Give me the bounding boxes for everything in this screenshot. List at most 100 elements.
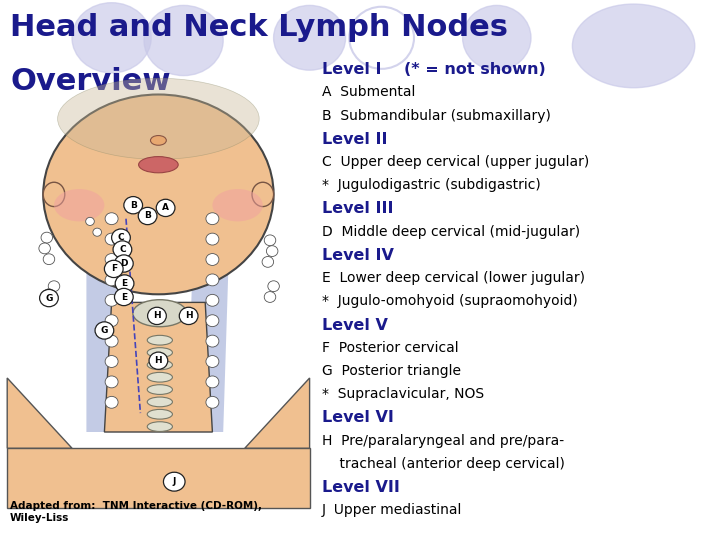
Ellipse shape <box>138 207 157 225</box>
Ellipse shape <box>58 78 259 159</box>
Text: C: C <box>117 233 125 242</box>
Ellipse shape <box>72 3 151 73</box>
Ellipse shape <box>86 217 94 226</box>
Ellipse shape <box>43 289 55 300</box>
Text: J: J <box>173 477 176 486</box>
Text: Level I    (* = not shown): Level I (* = not shown) <box>322 62 546 77</box>
Ellipse shape <box>156 199 175 217</box>
Ellipse shape <box>105 233 118 245</box>
Ellipse shape <box>179 307 198 325</box>
Polygon shape <box>104 302 212 432</box>
Ellipse shape <box>105 294 118 306</box>
Text: H: H <box>155 356 162 365</box>
Text: H  Pre/paralaryngeal and pre/para-: H Pre/paralaryngeal and pre/para- <box>322 434 564 448</box>
Ellipse shape <box>43 94 274 294</box>
Ellipse shape <box>462 5 531 70</box>
Text: Level III: Level III <box>322 201 393 217</box>
Ellipse shape <box>41 232 53 243</box>
Text: H: H <box>153 312 161 320</box>
Ellipse shape <box>114 288 133 306</box>
Ellipse shape <box>105 213 118 225</box>
Text: B: B <box>144 212 151 220</box>
Ellipse shape <box>105 254 118 266</box>
Text: F  Posterior cervical: F Posterior cervical <box>322 341 459 355</box>
Text: Head and Neck Lymph Nodes: Head and Neck Lymph Nodes <box>10 14 508 43</box>
Ellipse shape <box>148 348 173 357</box>
Ellipse shape <box>112 229 130 246</box>
Text: Level II: Level II <box>322 132 387 147</box>
Ellipse shape <box>115 275 134 292</box>
Ellipse shape <box>43 254 55 265</box>
Ellipse shape <box>105 335 118 347</box>
Ellipse shape <box>148 409 173 419</box>
Text: Level V: Level V <box>322 318 387 333</box>
Ellipse shape <box>93 228 102 237</box>
Text: *  Jugulo-omohyoid (supraomohyoid): * Jugulo-omohyoid (supraomohyoid) <box>322 294 577 308</box>
Text: D  Middle deep cervical (mid-jugular): D Middle deep cervical (mid-jugular) <box>322 225 580 239</box>
Ellipse shape <box>149 352 168 369</box>
Ellipse shape <box>138 157 179 173</box>
Ellipse shape <box>148 307 166 325</box>
Ellipse shape <box>54 189 104 221</box>
Ellipse shape <box>262 256 274 267</box>
Ellipse shape <box>572 4 695 87</box>
Ellipse shape <box>148 384 173 394</box>
Ellipse shape <box>206 213 219 225</box>
Ellipse shape <box>266 246 278 256</box>
Ellipse shape <box>148 360 173 370</box>
Text: G  Posterior triangle: G Posterior triangle <box>322 364 461 378</box>
Ellipse shape <box>144 5 223 76</box>
Polygon shape <box>245 378 310 448</box>
Polygon shape <box>86 205 130 432</box>
Ellipse shape <box>40 289 58 307</box>
Text: B: B <box>130 201 137 210</box>
Text: C  Upper deep cervical (upper jugular): C Upper deep cervical (upper jugular) <box>322 155 589 169</box>
Ellipse shape <box>105 355 118 367</box>
Ellipse shape <box>206 376 219 388</box>
Text: Level VI: Level VI <box>322 410 394 426</box>
Ellipse shape <box>105 376 118 388</box>
Text: Level IV: Level IV <box>322 248 394 263</box>
Text: E: E <box>121 293 127 301</box>
Ellipse shape <box>264 292 276 302</box>
Text: D: D <box>120 259 127 268</box>
Ellipse shape <box>104 260 123 278</box>
Ellipse shape <box>274 5 346 70</box>
Ellipse shape <box>39 243 50 254</box>
Text: G: G <box>45 294 53 302</box>
Ellipse shape <box>95 322 114 339</box>
Ellipse shape <box>206 396 219 408</box>
Text: *  Jugulodigastric (subdigastric): * Jugulodigastric (subdigastric) <box>322 178 541 192</box>
Text: J  Upper mediastinal: J Upper mediastinal <box>322 503 462 517</box>
Ellipse shape <box>114 255 133 272</box>
Ellipse shape <box>206 335 219 347</box>
Ellipse shape <box>206 294 219 306</box>
Ellipse shape <box>148 373 173 382</box>
Ellipse shape <box>206 254 219 266</box>
Ellipse shape <box>124 197 143 214</box>
Ellipse shape <box>206 233 219 245</box>
Ellipse shape <box>264 235 276 246</box>
Text: Overview: Overview <box>10 68 171 97</box>
Ellipse shape <box>105 315 118 327</box>
Text: H: H <box>185 312 192 320</box>
Text: Level VII: Level VII <box>322 480 400 495</box>
Ellipse shape <box>163 472 185 491</box>
Ellipse shape <box>150 136 166 145</box>
Ellipse shape <box>252 183 274 206</box>
Ellipse shape <box>206 355 219 367</box>
Ellipse shape <box>105 274 118 286</box>
Ellipse shape <box>113 241 132 258</box>
Text: F: F <box>111 265 117 273</box>
Text: *  Supraclavicular, NOS: * Supraclavicular, NOS <box>322 387 484 401</box>
Text: A  Submental: A Submental <box>322 85 415 99</box>
Ellipse shape <box>133 300 187 327</box>
Ellipse shape <box>206 274 219 286</box>
Ellipse shape <box>148 422 173 431</box>
Ellipse shape <box>43 183 65 206</box>
Ellipse shape <box>165 473 184 490</box>
Text: tracheal (anterior deep cervical): tracheal (anterior deep cervical) <box>322 457 564 471</box>
Ellipse shape <box>105 396 118 408</box>
Ellipse shape <box>148 397 173 407</box>
Text: E  Lower deep cervical (lower jugular): E Lower deep cervical (lower jugular) <box>322 271 585 285</box>
